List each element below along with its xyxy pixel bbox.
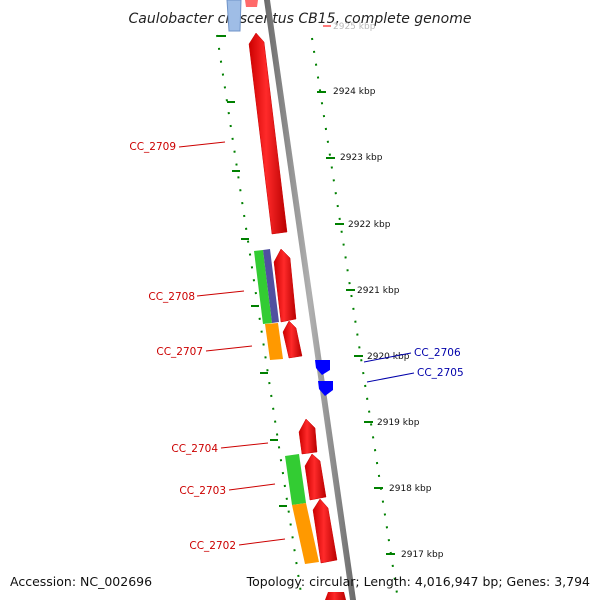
- label-leader: [205, 345, 253, 352]
- inner-track-ticks: [218, 35, 287, 507]
- tick-label: 2922 kbp: [348, 220, 391, 230]
- cds-cc-2707: [282, 320, 303, 359]
- tick-label: 2924 kbp: [333, 87, 376, 97]
- tick-label: 2923 kbp: [340, 153, 383, 163]
- gene-label-cc-2706: CC_2706: [414, 347, 461, 359]
- cds-cc-2702: [312, 498, 338, 564]
- gene-label-cc-2704: CC_2704: [171, 443, 218, 455]
- gene-label-cc-2708: CC_2708: [148, 291, 195, 303]
- genome-stats-text: Topology: circular; Length: 4,016,947 bp…: [246, 574, 590, 589]
- cog-block-orange-2707: [265, 323, 283, 360]
- cds-cc-2706: [315, 360, 330, 375]
- cog-block-purple-2708: [263, 249, 279, 323]
- cog-block-green-2708: [254, 250, 272, 324]
- label-leader: [238, 538, 286, 546]
- backbone-line: [264, 0, 356, 600]
- label-leader: [220, 442, 269, 449]
- cds-cc-2709: [248, 32, 288, 235]
- gene-label-cc-2705: CC_2705: [417, 367, 464, 379]
- cds-cc-2708: [273, 248, 297, 323]
- tick-label: 2918 kbp: [389, 484, 432, 494]
- tick-label: 2921 kbp: [357, 286, 400, 296]
- gene-label-cc-2702: CC_2702: [189, 540, 236, 552]
- label-leader: [196, 290, 245, 297]
- label-leader: [363, 352, 412, 363]
- cds-partial-bottom: [325, 592, 346, 600]
- cds-cc-2703: [304, 453, 327, 501]
- label-leader: [178, 141, 226, 148]
- cds-cc-2704: [298, 418, 318, 455]
- label-leader: [228, 483, 276, 491]
- tick-label: 2919 kbp: [377, 418, 420, 428]
- cog-block-orange-2702: [292, 503, 319, 564]
- tick-label: 2917 kbp: [401, 550, 444, 560]
- gene-labels-left: CC_2709 CC_2708 CC_2707 CC_2704 CC_2703 …: [129, 141, 286, 552]
- gene-label-cc-2703: CC_2703: [179, 485, 226, 497]
- cds-cc-2705: [318, 381, 333, 396]
- label-leader: [366, 372, 415, 383]
- cog-block-green-2703: [285, 454, 306, 505]
- gene-labels-right: CC_2706 CC_2705: [363, 347, 464, 383]
- gene-label-cc-2707: CC_2707: [156, 346, 203, 358]
- gene-label-cc-2709: CC_2709: [129, 141, 176, 153]
- faded-feature-top: [226, 0, 242, 32]
- accession-text: Accession: NC_002696: [10, 574, 152, 589]
- map-title: Caulobacter crescentus CB15, complete ge…: [129, 11, 472, 27]
- faded-cds-top: [245, 0, 258, 7]
- tick-label-faded: 2925 kbp: [333, 22, 376, 32]
